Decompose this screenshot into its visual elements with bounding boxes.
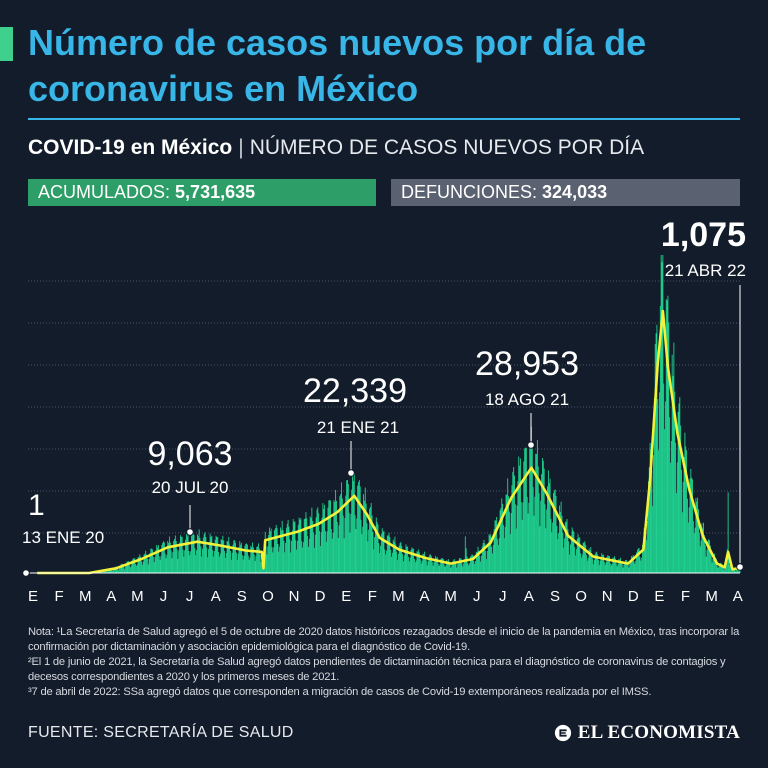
x-tick-label: E bbox=[341, 588, 351, 605]
defunciones-label: DEFUNCIONES: bbox=[401, 182, 538, 202]
x-tick-label: M bbox=[444, 588, 457, 605]
chart-subtitle: COVID-19 en México | NÚMERO DE CASOS NUEVO… bbox=[28, 136, 644, 160]
source-text: FUENTE: SECRETARÍA DE SALUD bbox=[28, 724, 294, 741]
note-1: Nota: ¹La Secretaría de Salud agregó el … bbox=[28, 626, 740, 653]
x-tick-label: S bbox=[550, 588, 560, 605]
x-tick-label: N bbox=[602, 588, 613, 605]
x-tick-label: F bbox=[368, 588, 377, 605]
x-tick-label: A bbox=[733, 588, 743, 605]
x-tick-label: O bbox=[262, 588, 274, 605]
annotation-date: 20 JUL 20 bbox=[152, 478, 229, 497]
annotation-marker bbox=[527, 441, 535, 449]
brand: EL ECONOMISTA bbox=[554, 722, 740, 744]
x-tick-label: D bbox=[628, 588, 639, 605]
subtitle-bold: COVID-19 en México bbox=[28, 136, 233, 159]
notes: Nota: ¹La Secretaría de Salud agregó el … bbox=[28, 625, 740, 700]
annotation-date: 21 ENE 21 bbox=[317, 418, 399, 437]
annotation-value: 22,339 bbox=[303, 372, 407, 410]
x-tick-label: E bbox=[28, 588, 38, 605]
x-tick-label: A bbox=[211, 588, 221, 605]
x-tick-label: M bbox=[79, 588, 92, 605]
defunciones-box: DEFUNCIONES: 324,033 bbox=[391, 179, 740, 206]
x-tick-label: J bbox=[160, 588, 168, 605]
el-economista-logo-icon bbox=[554, 724, 571, 742]
x-tick-label: J bbox=[186, 588, 194, 605]
x-tick-label: E bbox=[654, 588, 664, 605]
annotation-marker bbox=[347, 469, 355, 477]
annotation-value: 1,075 bbox=[661, 216, 746, 254]
x-tick-label: A bbox=[106, 588, 116, 605]
page-title: Número de casos nuevos por día de corona… bbox=[28, 22, 647, 109]
annotation-date: 18 AGO 21 bbox=[485, 390, 569, 409]
title-accent-bar bbox=[0, 27, 13, 61]
subtitle-rest: NÚMERO DE CASOS NUEVOS POR DÍA bbox=[249, 136, 645, 159]
annotation-date: 21 ABR 22 bbox=[665, 261, 746, 280]
annotation-value: 1 bbox=[28, 489, 45, 522]
annotation-marker bbox=[22, 569, 30, 577]
note-3: ³7 de abril de 2022: SSa agregó datos qu… bbox=[28, 686, 652, 698]
x-tick-label: F bbox=[681, 588, 690, 605]
x-tick-label: M bbox=[392, 588, 405, 605]
brand-name: EL ECONOMISTA bbox=[577, 722, 740, 743]
x-tick-label: A bbox=[419, 588, 429, 605]
acumulados-label: ACUMULADOS: bbox=[38, 182, 171, 202]
x-tick-label: M bbox=[131, 588, 144, 605]
title-divider bbox=[28, 118, 740, 120]
x-tick-label: J bbox=[473, 588, 481, 605]
annotation-value: 28,953 bbox=[475, 345, 579, 383]
x-tick-label: J bbox=[499, 588, 507, 605]
subtitle-separator: | bbox=[238, 136, 244, 159]
x-tick-label: M bbox=[705, 588, 718, 605]
annotation-date: 13 ENE 20 bbox=[22, 528, 104, 547]
x-tick-label: A bbox=[524, 588, 534, 605]
defunciones-value: 324,033 bbox=[542, 182, 608, 202]
x-tick-label: F bbox=[55, 588, 64, 605]
daily-bars bbox=[64, 255, 741, 573]
acumulados-value: 5,731,635 bbox=[175, 182, 256, 202]
x-tick-label: N bbox=[289, 588, 300, 605]
average-line bbox=[37, 309, 741, 575]
annotation-value: 9,063 bbox=[147, 435, 232, 473]
x-tick-label: S bbox=[237, 588, 247, 605]
annotation-marker bbox=[736, 563, 744, 571]
acumulados-box: ACUMULADOS: 5,731,635 bbox=[28, 179, 376, 206]
x-tick-label: D bbox=[315, 588, 326, 605]
annotation-marker bbox=[186, 528, 194, 536]
x-tick-label: O bbox=[575, 588, 587, 605]
note-2: ²El 1 de junio de 2021, la Secretaría de… bbox=[28, 656, 726, 683]
